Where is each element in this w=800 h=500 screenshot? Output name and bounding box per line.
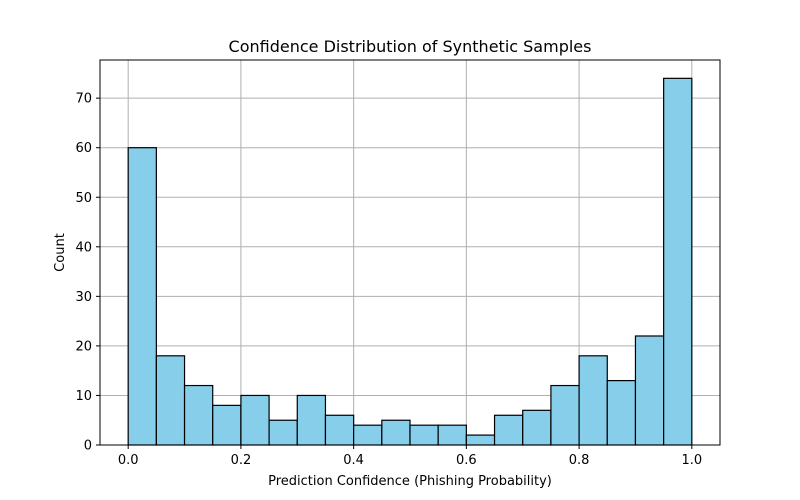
histogram-bar: [663, 77, 693, 446]
chart-title: Confidence Distribution of Synthetic Sam…: [229, 37, 592, 56]
histogram-bar: [578, 355, 608, 446]
y-tick-label: 10: [75, 389, 92, 404]
histogram-bar: [522, 409, 552, 446]
x-tick-label: 1.0: [681, 453, 702, 468]
histogram-bar: [212, 404, 242, 446]
bars-layer: [127, 77, 693, 446]
histogram-bar: [240, 394, 270, 446]
x-tick-label: 0.2: [231, 453, 252, 468]
histogram-bar: [437, 424, 467, 446]
histogram-bar: [381, 419, 411, 446]
histogram-bar: [127, 147, 157, 446]
x-tick-label: 0.8: [569, 453, 590, 468]
y-tick-label: 20: [75, 339, 92, 354]
histogram-bar: [606, 379, 637, 446]
plot-frame: [99, 59, 721, 446]
histogram-bar: [465, 434, 496, 446]
histogram-bar: [296, 394, 327, 446]
histogram-bar: [409, 424, 439, 446]
x-axis-label: Prediction Confidence (Phishing Probabil…: [268, 474, 552, 489]
histogram-bar: [183, 384, 214, 446]
histogram-bar: [634, 335, 665, 446]
histogram-bar: [324, 414, 355, 446]
histogram-bar: [550, 384, 580, 446]
y-tick-label: 40: [75, 240, 92, 255]
histogram-bar: [268, 419, 298, 446]
x-tick-label: 0.4: [343, 453, 364, 468]
histogram-bar: [493, 414, 524, 446]
y-tick-label: 30: [75, 290, 92, 305]
y-tick-label: 60: [75, 141, 92, 156]
x-tick-label: 0.0: [118, 453, 139, 468]
ticks-layer: 0.0 0.2 0.4 0.6 0.8 1.0 0 10 20 30 40 50 60 70: [75, 92, 702, 468]
x-tick-label: 0.6: [456, 453, 477, 468]
y-tick-label: 70: [75, 92, 92, 107]
histogram-bar: [353, 424, 383, 446]
y-tick-label: 50: [75, 191, 92, 206]
histogram-bar: [155, 355, 186, 446]
y-axis-label: Count: [53, 233, 68, 272]
y-tick-label: 0: [84, 439, 92, 454]
